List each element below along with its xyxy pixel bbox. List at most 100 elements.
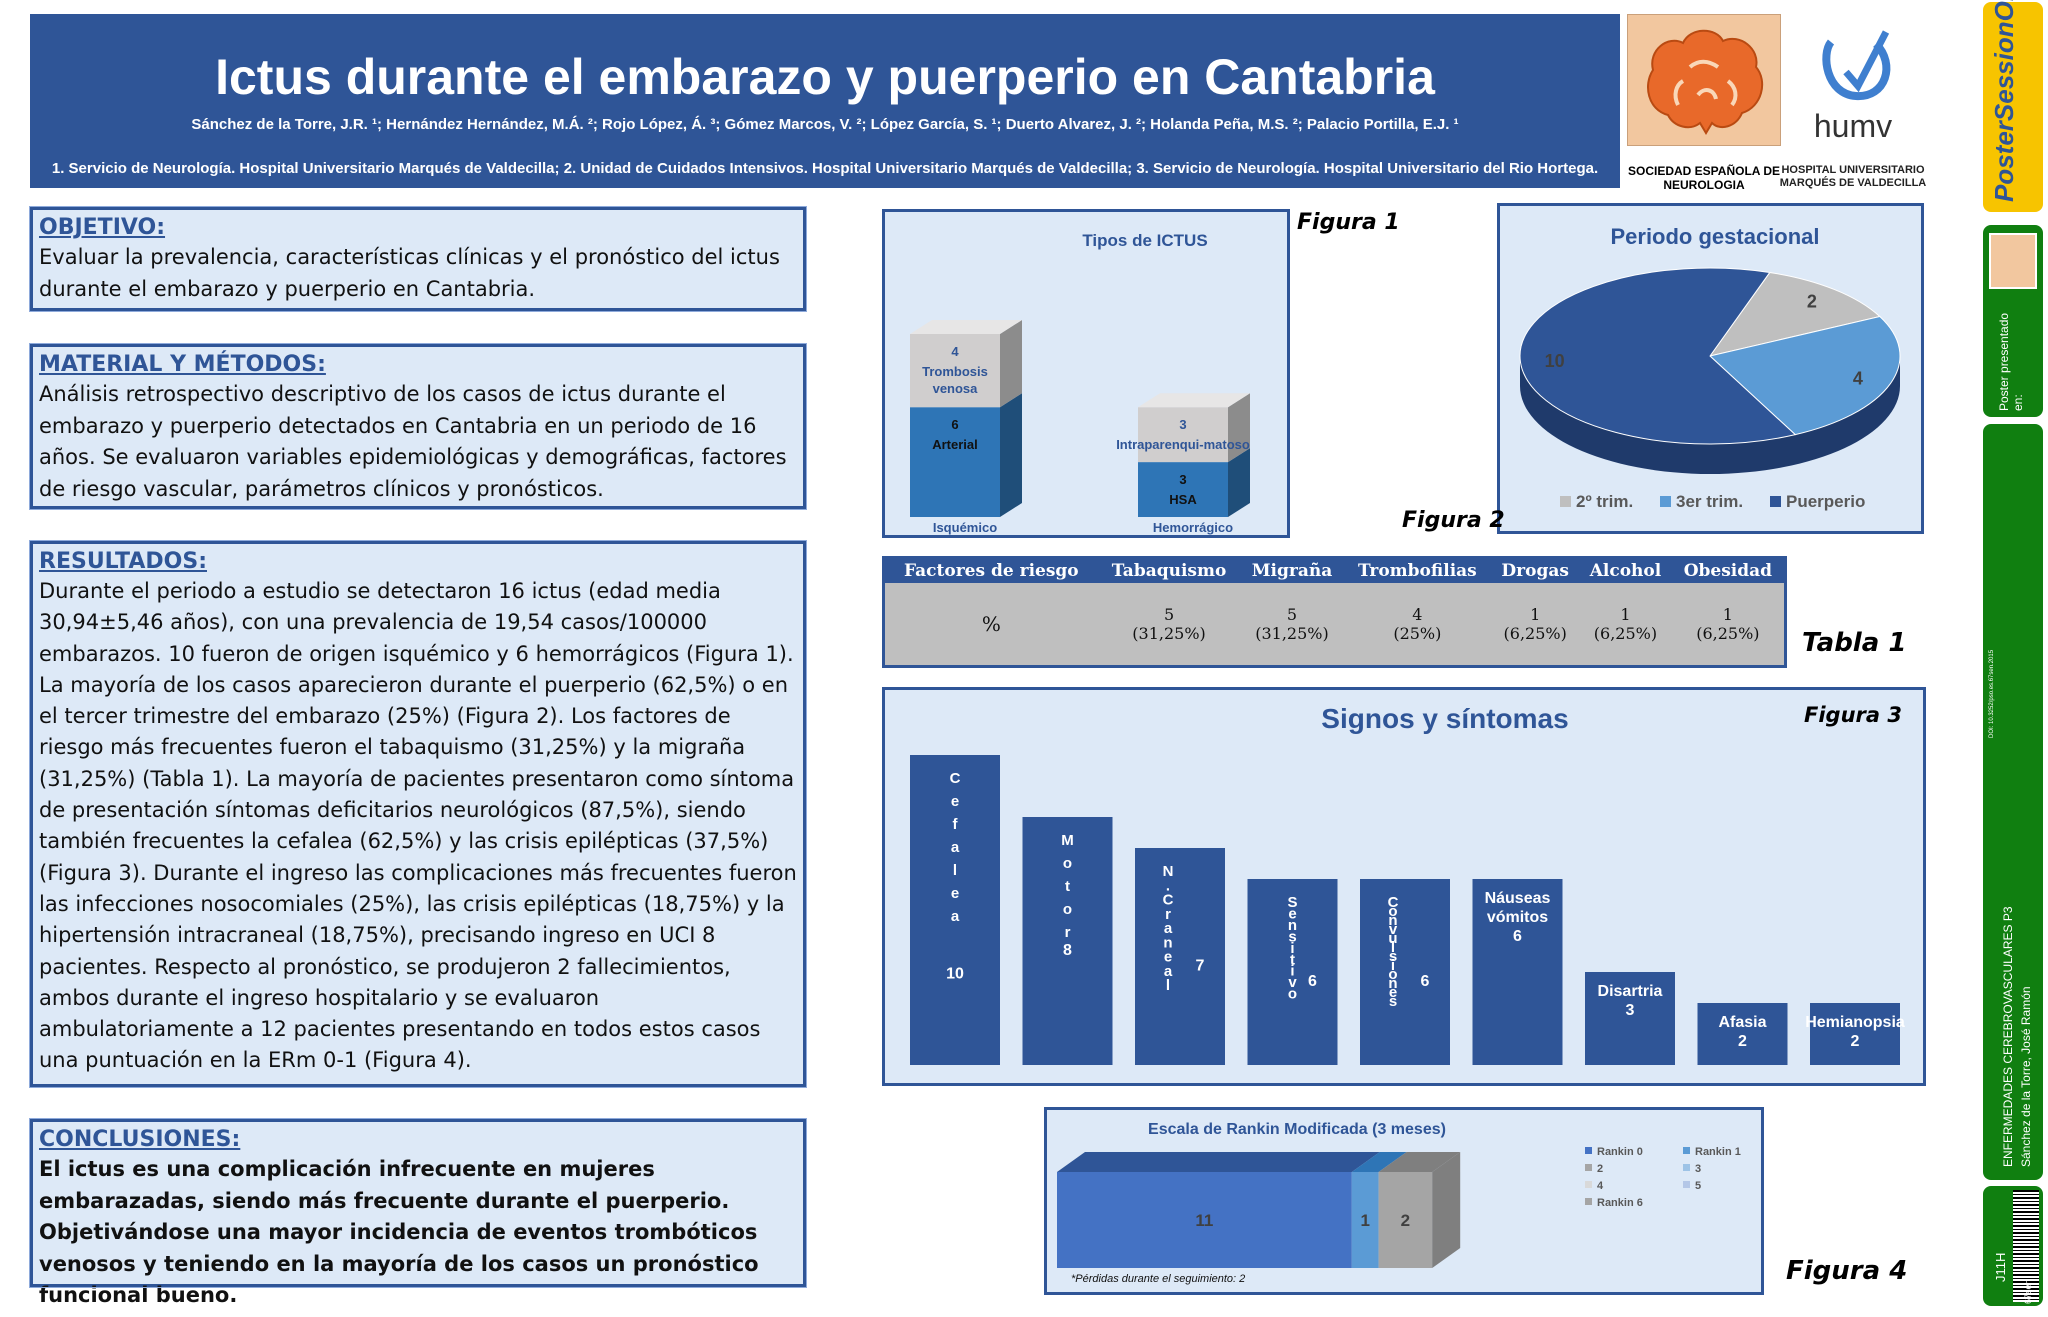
bar	[1247, 879, 1338, 1065]
chart-title: Tipos de ICTUS	[1082, 231, 1207, 250]
segment-label: Trombosis	[922, 364, 988, 379]
humv-mark-icon	[1822, 30, 1891, 101]
bar-label-letter: e	[951, 885, 959, 902]
section-heading: RESULTADOS:	[39, 549, 207, 574]
legend-label: 2	[1597, 1163, 1603, 1175]
session-info-panel: DOI: 10.3252/pso.es.67sen.2015 ENFERMEDA…	[1983, 424, 2043, 1180]
bar-label-letter: C	[1163, 892, 1174, 909]
brain-icon	[1627, 14, 1781, 146]
segment-label: venosa	[933, 381, 979, 396]
bar-side	[1228, 393, 1250, 463]
bar-side	[1000, 393, 1022, 517]
table-cell: %	[885, 583, 1098, 665]
bar-top	[910, 320, 1022, 334]
legend-swatch	[1770, 496, 1781, 507]
data-label: 10	[946, 966, 964, 983]
humv-logo-subtitle: HOSPITAL UNIVERSITARIO MARQUÉS DE VALDEC…	[1779, 164, 1927, 190]
metodos-section: MATERIAL Y MÉTODOS: Análisis retrospecti…	[29, 343, 807, 510]
bar-label-letter: r	[1065, 924, 1071, 941]
affiliations: 1. Servicio de Neurología. Hospital Univ…	[51, 160, 1599, 177]
figure-2-chart: Periodo gestacional 2 4 10 2º trim. 3er trim.…	[1497, 203, 1924, 534]
bar-segment	[1351, 1172, 1379, 1268]
legend-label: 3er trim.	[1676, 492, 1743, 511]
bar-label-letter: N	[1163, 863, 1174, 880]
bar-label-letter: C	[1388, 894, 1399, 911]
bar-segment	[1057, 1172, 1352, 1268]
legend-label: 3	[1695, 1163, 1701, 1175]
bar-label-letter: o	[1063, 855, 1072, 872]
bar-label: Disartria	[1598, 983, 1663, 1000]
bar-label-letter: s	[1389, 948, 1397, 965]
legend-label: 2º trim.	[1576, 492, 1633, 511]
data-label: 2	[1738, 1033, 1747, 1050]
bar-side	[1000, 320, 1022, 408]
author-name: Sánchez de la Torre, José Ramón	[2019, 986, 2033, 1167]
bar	[1697, 1003, 1788, 1065]
category-label: Isquémico	[933, 520, 997, 535]
bar-label: Afasia	[1718, 1014, 1766, 1031]
table-cell: 5 (31,25%)	[1240, 583, 1344, 665]
section-body: Análisis retrospectivo descriptivo de lo…	[39, 382, 787, 501]
slice-label: 10	[1545, 351, 1565, 371]
pie-slice	[1519, 267, 1797, 445]
table-header-cell: Alcohol	[1579, 559, 1672, 583]
bar-label-letter: t	[1290, 951, 1295, 968]
poster-session-logo[interactable]: PosterSessionOnline	[1983, 0, 2043, 212]
bar-label-letter: n	[1388, 912, 1397, 929]
legend-swatch	[1585, 1147, 1592, 1154]
legend-swatch	[1683, 1147, 1690, 1154]
bar-label-letter: l	[1166, 977, 1170, 994]
bar-label-letter: f	[953, 816, 959, 833]
data-label: 6	[951, 417, 958, 432]
bar-label-letter: v	[1288, 974, 1297, 991]
data-label: 6	[1308, 973, 1317, 990]
sen-logo: SOCIEDAD ESPAÑOLA DE NEUROLOGIA	[1627, 14, 1781, 192]
figure-1-chart: Tipos de ICTUS 6 Arterial 4 Trombosis venosa I…	[882, 209, 1290, 538]
humv-logo-text: humv	[1813, 108, 1893, 144]
table-header-cell: Migraña	[1240, 559, 1344, 583]
humv-logo: humv HOSPITAL UNIVERSITARIO MARQUÉS DE V…	[1776, 14, 1930, 189]
bar-label-letter: t	[1065, 878, 1070, 895]
legend-swatch	[1585, 1164, 1592, 1171]
bar-label-letter: a	[951, 908, 960, 925]
presented-at-text: Poster presentado en:	[1997, 312, 2025, 411]
sen-logo-text: SOCIEDAD ESPAÑOLA DE NEUROLOGIA	[1627, 164, 1780, 193]
figure-3-label: Figura 3	[1804, 703, 1902, 727]
bar-label-letter: e	[1164, 949, 1172, 966]
legend-label: 4	[1597, 1180, 1604, 1192]
bar-segment	[1138, 407, 1228, 463]
bar-top	[1138, 393, 1250, 408]
data-label: 11	[1195, 1211, 1213, 1230]
table-cell: 4 (25%)	[1343, 583, 1492, 665]
bar-label-letter: n	[1388, 975, 1397, 992]
bar-segment	[910, 407, 1000, 517]
bar-label-letter: v	[1389, 921, 1398, 938]
bar-label-letter: e	[1288, 905, 1296, 922]
segment-label: HSA	[1169, 492, 1197, 507]
barcode-text: 67sen	[2023, 1279, 2033, 1304]
bar-label-letter: s	[1389, 993, 1397, 1010]
bar-label-letter: l	[1391, 939, 1395, 956]
bar-label: Hemianopsia	[1805, 1014, 1905, 1031]
bar-label-letter: o	[1288, 986, 1297, 1003]
poster-header: Ictus durante el embarazo y puerperio en…	[30, 14, 1620, 188]
bar-label-letter: s	[1288, 928, 1296, 945]
slice-label: 2	[1807, 291, 1817, 311]
poster-code-panel: J11H 67sen	[1983, 1186, 2043, 1306]
slice-label: 4	[1853, 369, 1863, 389]
data-label: 6	[1421, 973, 1430, 990]
presented-at-panel: Poster presentado en:	[1983, 225, 2043, 417]
bar-label-letter: S	[1287, 894, 1297, 911]
data-label: 2	[1851, 1033, 1860, 1050]
resultados-section: RESULTADOS: Durante el periodo a estudio…	[29, 540, 807, 1088]
section-body: Evaluar la prevalencia, características …	[39, 245, 780, 301]
chart-title: Periodo gestacional	[1610, 224, 1819, 249]
poster-title: Ictus durante el embarazo y puerperio en…	[215, 49, 1435, 105]
conclusiones-section: CONCLUSIONES: El ictus es una complicaci…	[29, 1118, 807, 1307]
bar-label-letter: n	[1288, 917, 1297, 934]
bar	[910, 755, 1000, 1065]
table-header-cell: Drogas	[1491, 559, 1580, 583]
pie-slice	[1708, 271, 1881, 357]
table-cell: 1 (6,25%)	[1671, 583, 1784, 665]
legend-swatch	[1660, 496, 1671, 507]
